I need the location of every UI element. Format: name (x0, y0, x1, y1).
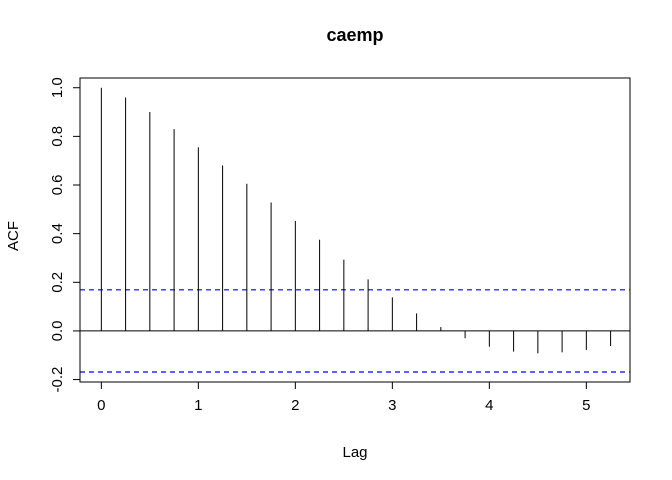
x-axis-label: Lag (342, 444, 367, 461)
plot-frame (79, 77, 631, 383)
y-tick-label: 0.2 (49, 272, 66, 293)
plot-area: 0 1 2 3 4 5 -0.2 0.0 0.2 0.4 0.6 0.8 1.0 (49, 77, 631, 414)
x-tick-label: 1 (194, 397, 202, 414)
x-tick-label: 4 (485, 397, 493, 414)
y-tick-label: 0.8 (49, 126, 66, 147)
x-tick-label: 0 (97, 397, 105, 414)
x-tick-label: 5 (582, 397, 590, 414)
y-axis-label: ACF (5, 221, 22, 251)
x-tick-label: 2 (291, 397, 299, 414)
y-tick-label: -0.2 (49, 367, 66, 393)
x-tick-label: 3 (388, 397, 396, 414)
y-tick-label: 0.0 (49, 320, 66, 341)
y-tick-label: 0.4 (49, 223, 66, 244)
chart-title: caemp (326, 25, 383, 45)
y-tick-label: 0.6 (49, 175, 66, 196)
y-tick-label: 1.0 (49, 77, 66, 98)
